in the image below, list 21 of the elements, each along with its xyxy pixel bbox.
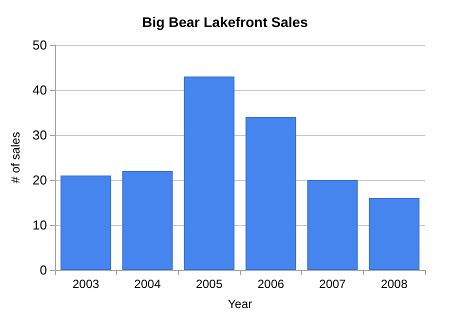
x-tick-label: 2003 [72, 277, 100, 291]
y-tick-label: 30 [32, 128, 47, 142]
bar [60, 176, 112, 270]
bar [122, 171, 173, 270]
bar [307, 180, 358, 270]
bar [184, 76, 234, 270]
x-tick-label: 2006 [257, 277, 285, 291]
y-tick-label: 0 [40, 262, 47, 278]
bar [368, 198, 420, 270]
y-tick-label: 40 [32, 82, 47, 98]
y-tick-label: 50 [32, 38, 47, 52]
y-tick-label: 10 [32, 218, 47, 232]
x-tick-label: 2008 [380, 277, 408, 291]
x-axis-title: Year [228, 297, 252, 311]
y-tick-label: 20 [32, 172, 47, 188]
x-tick-label: 2004 [134, 277, 162, 291]
chart-title: Big Bear Lakefront Sales [142, 14, 308, 30]
x-tick-label: 2007 [319, 277, 346, 291]
x-tick-label: 2005 [196, 277, 223, 291]
bar [246, 117, 296, 270]
y-axis-title: # of sales [8, 132, 23, 184]
